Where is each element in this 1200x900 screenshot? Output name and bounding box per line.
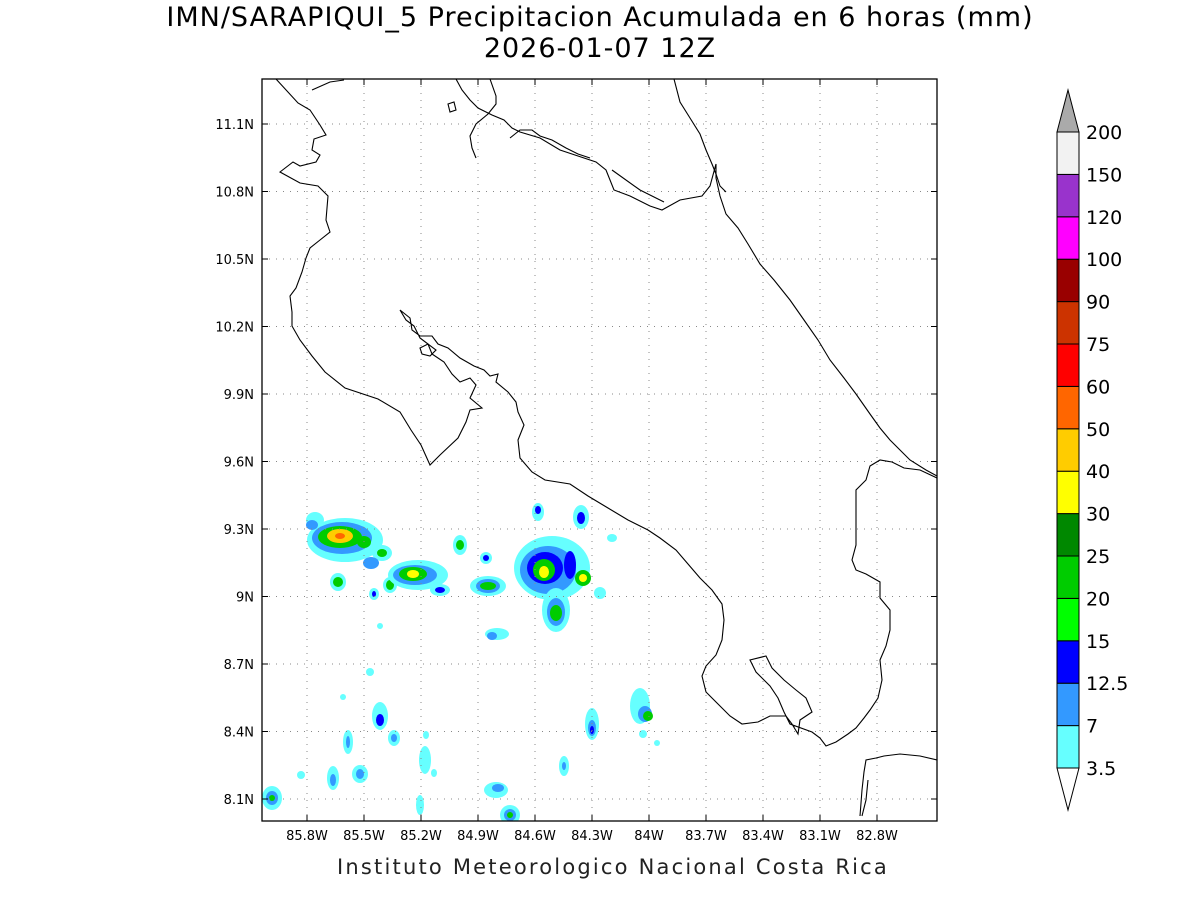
lon-tick-label: 84W bbox=[634, 829, 664, 844]
colorbar-swatch bbox=[1056, 385, 1080, 430]
lat-tick-label: 9.3N bbox=[224, 523, 254, 538]
colorbar-label: 50 bbox=[1086, 419, 1110, 441]
lat-tick-label: 9.9N bbox=[224, 388, 254, 403]
colorbar-label: 120 bbox=[1086, 207, 1122, 229]
rain-cell bbox=[262, 623, 660, 821]
colorbar-swatch bbox=[1056, 682, 1080, 727]
colorbar-swatch bbox=[1056, 513, 1080, 557]
colorbar-swatch bbox=[1056, 131, 1080, 175]
triangle-down-icon bbox=[1056, 767, 1080, 812]
rain-cell bbox=[306, 512, 392, 569]
colorbar-swatch bbox=[1056, 725, 1080, 769]
lat-tick-label: 9N bbox=[236, 591, 254, 606]
latitude-axis: 11.1N 10.8N 10.5N 10.2N 9.9N 9.6N 9.3N 9N 8.7N 8.… bbox=[215, 118, 937, 808]
colorbar-label: 20 bbox=[1086, 588, 1110, 610]
coastline bbox=[275, 79, 937, 817]
map-datetime: 2026-01-07 12Z bbox=[483, 33, 717, 64]
colorbar-swatch bbox=[1056, 470, 1080, 515]
lon-tick-label: 82.8W bbox=[856, 829, 898, 844]
colorbar-label: 15 bbox=[1086, 631, 1110, 653]
map-frame bbox=[261, 78, 938, 822]
colorbar-label: 100 bbox=[1086, 249, 1122, 271]
rain-cell bbox=[330, 573, 397, 600]
longitude-axis: 85.8W 85.5W 85.2W 84.9W 84.6W 84.3W 84W 83.7W 83… bbox=[286, 79, 898, 844]
colorbar-legend: 3.5 7 12.5 15 20 25 30 40 50 60 75 90 100 120 150 200 bbox=[1056, 88, 1128, 812]
colorbar-swatch bbox=[1056, 555, 1080, 599]
lon-tick-label: 83.4W bbox=[742, 829, 784, 844]
lat-tick-label: 8.1N bbox=[224, 793, 254, 808]
lon-tick-label: 84.9W bbox=[457, 829, 499, 844]
rain-cell bbox=[388, 535, 467, 596]
colorbar-label: 25 bbox=[1086, 546, 1110, 568]
colorbar-label: 90 bbox=[1086, 292, 1110, 314]
colorbar-swatch bbox=[1056, 258, 1080, 303]
lat-tick-label: 8.7N bbox=[224, 658, 254, 673]
colorbar-label: 150 bbox=[1086, 164, 1122, 186]
colorbar-label: 3.5 bbox=[1086, 758, 1116, 780]
colorbar-label: 75 bbox=[1086, 334, 1110, 356]
lon-tick-label: 83.7W bbox=[685, 829, 727, 844]
colorbar-label: 30 bbox=[1086, 504, 1110, 526]
colorbar-label: 40 bbox=[1086, 461, 1110, 483]
colorbar-swatch bbox=[1056, 597, 1080, 642]
colorbar-label: 60 bbox=[1086, 376, 1110, 398]
lat-tick-label: 10.2N bbox=[215, 321, 254, 336]
lat-tick-label: 11.1N bbox=[215, 118, 254, 133]
rain-cell bbox=[514, 503, 617, 632]
map-title: IMN/SARAPIQUI_5 Precipitacion Acumulada … bbox=[166, 2, 1034, 33]
lat-tick-label: 10.5N bbox=[215, 253, 254, 268]
lat-tick-label: 10.8N bbox=[215, 186, 254, 201]
triangle-up-icon bbox=[1056, 88, 1080, 133]
colorbar-swatch bbox=[1056, 343, 1080, 387]
colorbar-swatch bbox=[1056, 216, 1080, 260]
colorbar-swatch bbox=[1056, 301, 1080, 345]
colorbar-swatch bbox=[1056, 173, 1080, 218]
map-gridlines bbox=[262, 79, 937, 821]
colorbar-label: 200 bbox=[1086, 122, 1122, 144]
colorbar-swatch bbox=[1056, 428, 1080, 472]
colorbar-label: 12.5 bbox=[1086, 673, 1128, 695]
lat-tick-label: 8.4N bbox=[224, 726, 254, 741]
lat-tick-label: 9.6N bbox=[224, 456, 254, 471]
rain-cell bbox=[470, 552, 509, 640]
lon-tick-label: 84.6W bbox=[514, 829, 556, 844]
colorbar-swatch bbox=[1056, 640, 1080, 684]
lon-tick-label: 85.5W bbox=[343, 829, 385, 844]
lon-tick-label: 83.1W bbox=[799, 829, 841, 844]
lon-tick-label: 84.3W bbox=[571, 829, 613, 844]
colorbar-label: 7 bbox=[1086, 716, 1098, 738]
lon-tick-label: 85.8W bbox=[286, 829, 328, 844]
footer-credit: Instituto Meteorologico Nacional Costa R… bbox=[337, 855, 889, 879]
precipitation-field bbox=[262, 503, 660, 821]
lon-tick-label: 85.2W bbox=[400, 829, 442, 844]
